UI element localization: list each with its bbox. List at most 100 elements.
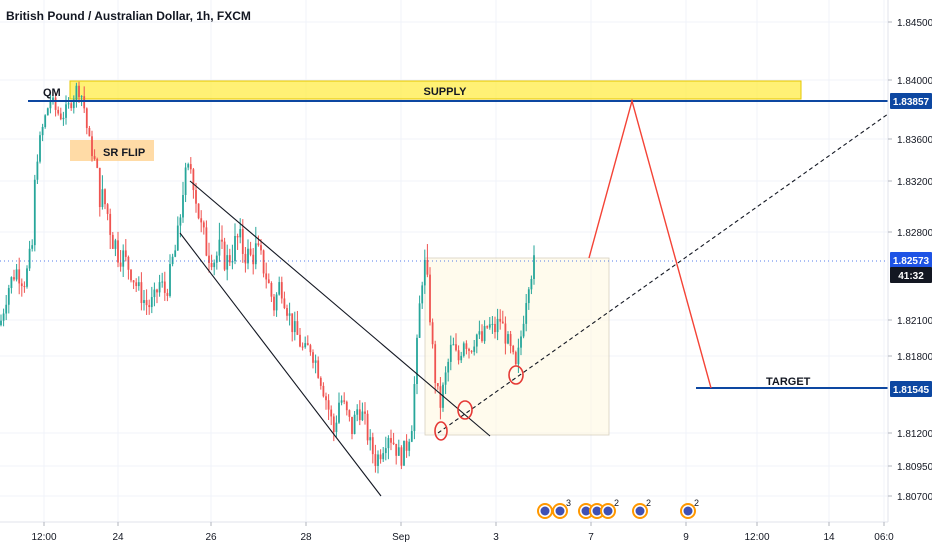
- candle-body: [335, 422, 338, 432]
- candle-body: [423, 259, 426, 286]
- candle-body: [91, 136, 93, 157]
- candle-body: [312, 352, 314, 363]
- swing-low-circle-1: [434, 421, 448, 441]
- candle-body: [0, 320, 2, 326]
- time-axis[interactable]: 12:00 24 26 28 Sep 3 7 9 12:00 14 06:0: [0, 521, 894, 543]
- sr-flip-label: SR FLIP: [103, 147, 145, 159]
- candle-body: [374, 454, 377, 466]
- candle-body: [327, 400, 330, 410]
- candle-body: [514, 352, 517, 365]
- candle-body: [111, 234, 114, 249]
- candle-body: [278, 282, 281, 295]
- candle-body: [241, 229, 244, 254]
- candle-body: [507, 334, 509, 344]
- candle-body: [75, 85, 78, 100]
- time-tick-label: 24: [112, 532, 124, 543]
- candle-body: [101, 189, 104, 208]
- candle-body: [426, 259, 429, 275]
- candle-body: [223, 241, 226, 270]
- candle-body: [20, 283, 23, 287]
- candle-body: [499, 318, 502, 322]
- channel-lower-line: [179, 232, 382, 497]
- current-price-tag: [890, 252, 932, 268]
- candle-body: [491, 323, 494, 325]
- candle-body: [202, 222, 205, 228]
- candle-body: [470, 350, 473, 352]
- candle-body: [132, 280, 135, 283]
- candle-body: [106, 204, 109, 214]
- event-badge-flag: [592, 506, 602, 516]
- candle-body: [153, 289, 156, 298]
- candle-body: [210, 263, 213, 268]
- candle-body: [371, 437, 374, 455]
- candle-body: [44, 115, 47, 128]
- candle-body: [150, 297, 153, 308]
- price-tick-label: 1.81200: [897, 429, 932, 440]
- candle-body: [455, 344, 457, 351]
- candle-body: [444, 372, 447, 385]
- time-tick-label: 14: [823, 532, 835, 543]
- candle-body: [33, 179, 36, 246]
- event-badges[interactable]: 3 2 2 2: [537, 498, 699, 519]
- candle-body: [109, 213, 112, 235]
- price-tick-label: 1.84000: [897, 76, 932, 87]
- candle-body: [46, 108, 49, 116]
- candle-body: [520, 336, 522, 348]
- candle-body: [226, 255, 229, 270]
- candle-body: [176, 225, 179, 251]
- candle-body: [296, 321, 299, 335]
- candle-body: [119, 262, 122, 267]
- time-tick-label: 3: [493, 532, 499, 543]
- candle-body: [348, 410, 351, 417]
- candle-body: [356, 409, 359, 415]
- event-badge-flag: [603, 506, 613, 516]
- candle-body: [179, 217, 182, 226]
- candle-body: [2, 313, 5, 321]
- candles: [0, 81, 535, 474]
- candle-body: [351, 416, 353, 435]
- projection-path: [588, 98, 712, 389]
- candle-body: [530, 278, 533, 290]
- candle-body: [72, 99, 75, 109]
- candle-body: [205, 227, 208, 256]
- candle-body: [98, 167, 101, 208]
- candle-body: [379, 454, 382, 460]
- candle-body: [10, 277, 13, 289]
- event-badge-flag: [581, 506, 591, 516]
- candle-body: [158, 282, 161, 293]
- target-label: TARGET: [766, 376, 811, 388]
- candle-body: [299, 334, 301, 347]
- price-axis[interactable]: 1.84500 1.84000 1.83600 1.83200 1.82800 1.821…: [887, 0, 932, 522]
- price-tick-label: 1.83600: [897, 135, 932, 146]
- candle-body: [249, 248, 252, 255]
- candle-body: [59, 113, 62, 120]
- candle-body: [52, 97, 54, 102]
- swing-low-circle-3: [508, 365, 524, 385]
- price-tick-label: 1.80700: [897, 492, 932, 503]
- candle-body: [413, 384, 416, 432]
- candle-body: [156, 289, 158, 293]
- candle-body: [96, 158, 99, 168]
- candle-body: [265, 273, 268, 280]
- candle-body: [488, 324, 491, 328]
- candle-body: [517, 347, 520, 365]
- candle-body: [475, 334, 478, 347]
- candle-body: [457, 350, 460, 361]
- candle-body: [135, 282, 138, 287]
- candle-body: [501, 321, 504, 324]
- candle-body: [254, 243, 257, 265]
- candle-body: [403, 440, 405, 466]
- candle-body: [166, 292, 169, 296]
- event-badge-count: 2: [646, 498, 651, 508]
- candle-body: [366, 413, 369, 441]
- candle-body: [361, 411, 364, 421]
- candle-body: [143, 300, 145, 304]
- candle-body: [270, 282, 273, 297]
- candle-body: [317, 360, 320, 378]
- candle-body: [325, 396, 327, 401]
- candle-body: [15, 269, 18, 280]
- candle-body: [88, 128, 91, 137]
- target-level-tag: [890, 381, 932, 397]
- candle-body: [395, 443, 398, 456]
